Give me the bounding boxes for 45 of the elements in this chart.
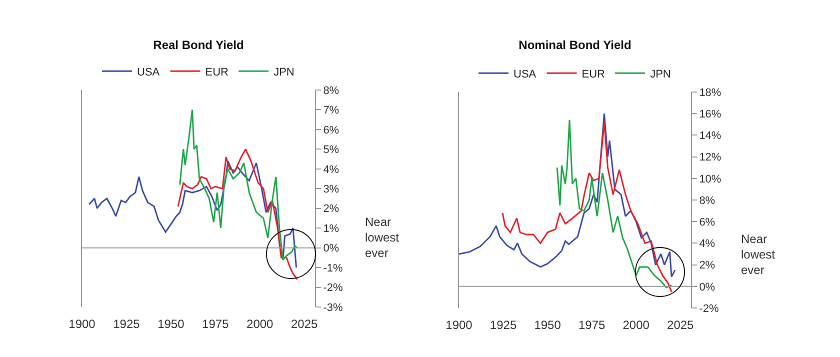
y-tick-label: 8%: [323, 84, 340, 97]
y-tick-label: 6%: [699, 216, 716, 228]
x-tick-label: 1950: [158, 317, 185, 331]
y-tick-label: 16%: [699, 108, 722, 120]
legend-label: EUR: [205, 66, 229, 78]
y-tick-label: 0%: [699, 281, 716, 294]
x-tick-label: 1975: [578, 318, 606, 332]
x-tick-label: 1975: [202, 317, 230, 331]
legend-label: EUR: [582, 68, 606, 80]
legend-label: JPN: [274, 66, 294, 78]
y-tick-label: -3%: [323, 302, 343, 314]
x-tick-label: 2000: [246, 317, 274, 331]
x-tick-label: 1925: [113, 317, 140, 331]
legend-label: JPN: [650, 68, 671, 80]
text: Near lowest ever: [365, 215, 400, 260]
y-tick-label: 0%: [323, 242, 340, 255]
y-tick-label: 1%: [323, 222, 340, 235]
y-tick-label: 3%: [323, 183, 340, 196]
y-tick-label: 5%: [323, 144, 340, 156]
x-tick-label: 1900: [68, 317, 96, 331]
x-tick-label: 2025: [290, 317, 318, 331]
y-tick-label: 14%: [699, 130, 722, 142]
y-tick-label: -2%: [323, 282, 343, 294]
y-tick-label: 4%: [699, 238, 716, 250]
y-tick-label: 2%: [323, 203, 340, 216]
chart-title: Nominal Bond Yield: [518, 38, 632, 52]
y-tick-label: 7%: [323, 104, 340, 117]
y-tick-label: 2%: [699, 260, 716, 272]
legend-label: USA: [514, 68, 537, 80]
y-tick-label: 4%: [323, 164, 340, 176]
legend-label: USA: [137, 66, 160, 78]
chart-title: Real Bond Yield: [153, 38, 244, 52]
y-tick-label: 12%: [699, 152, 722, 164]
y-tick-label: -2%: [699, 302, 719, 315]
y-tick-label: -1%: [323, 262, 343, 274]
x-tick-label: 2025: [667, 318, 694, 332]
y-tick-label: 6%: [323, 124, 340, 136]
y-tick-label: 8%: [699, 194, 716, 207]
x-tick-label: 1925: [490, 318, 517, 332]
text: Near lowest ever: [741, 232, 776, 278]
y-tick-label: 10%: [699, 173, 722, 186]
x-tick-label: 1900: [446, 318, 473, 332]
y-tick-label: 18%: [699, 86, 722, 99]
x-tick-label: 2000: [622, 318, 650, 332]
x-tick-label: 1950: [534, 318, 562, 332]
